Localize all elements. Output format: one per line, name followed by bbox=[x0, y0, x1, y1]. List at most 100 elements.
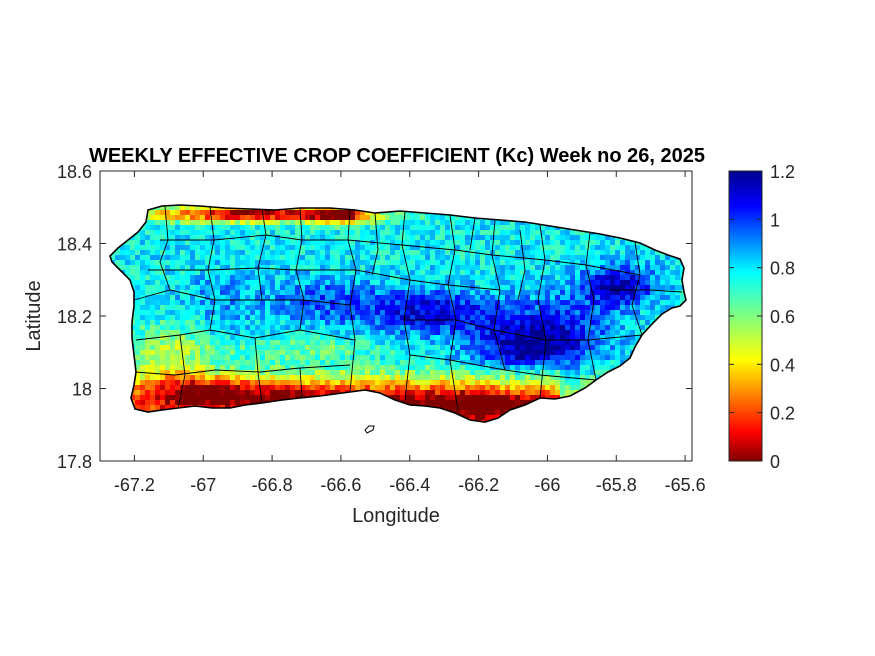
kc-cell bbox=[560, 370, 566, 376]
kc-cell bbox=[260, 250, 266, 256]
kc-cell bbox=[230, 335, 236, 341]
kc-cell bbox=[480, 340, 486, 346]
kc-cell bbox=[535, 355, 541, 361]
kc-cell bbox=[305, 320, 311, 326]
kc-cell bbox=[365, 210, 371, 216]
kc-cell bbox=[460, 400, 466, 406]
kc-cell bbox=[500, 225, 506, 231]
kc-cell bbox=[160, 235, 166, 241]
kc-cell bbox=[350, 230, 356, 236]
kc-cell bbox=[175, 270, 181, 276]
kc-cell bbox=[150, 330, 156, 336]
kc-cell bbox=[150, 280, 156, 286]
kc-cell bbox=[150, 340, 156, 346]
kc-cell bbox=[570, 330, 576, 336]
kc-cell bbox=[365, 355, 371, 361]
kc-cell bbox=[630, 320, 636, 326]
kc-cell bbox=[190, 270, 196, 276]
kc-cell bbox=[555, 310, 561, 316]
kc-cell bbox=[385, 355, 391, 361]
kc-cell bbox=[280, 360, 286, 366]
kc-cell bbox=[470, 395, 476, 401]
kc-cell bbox=[365, 335, 371, 341]
kc-cell bbox=[160, 290, 166, 296]
kc-cell bbox=[610, 255, 616, 261]
kc-cell bbox=[500, 260, 506, 266]
kc-cell bbox=[555, 335, 561, 341]
kc-cell bbox=[140, 395, 146, 401]
kc-cell bbox=[375, 345, 381, 351]
kc-cell bbox=[630, 275, 636, 281]
kc-cell bbox=[225, 210, 231, 216]
kc-cell bbox=[465, 350, 471, 356]
kc-cell bbox=[265, 290, 271, 296]
kc-cell bbox=[265, 255, 271, 261]
kc-cell bbox=[440, 350, 446, 356]
kc-cell bbox=[615, 355, 621, 361]
kc-cell bbox=[510, 390, 516, 396]
kc-cell bbox=[450, 215, 456, 221]
kc-cell bbox=[505, 300, 511, 306]
kc-cell bbox=[195, 230, 201, 236]
kc-cell bbox=[615, 330, 621, 336]
kc-cell bbox=[555, 375, 561, 381]
kc-cell bbox=[405, 355, 411, 361]
kc-cell bbox=[580, 275, 586, 281]
kc-cell bbox=[525, 280, 531, 286]
kc-cell bbox=[520, 290, 526, 296]
kc-cell bbox=[455, 380, 461, 386]
kc-cell bbox=[325, 255, 331, 261]
kc-cell bbox=[150, 405, 156, 411]
kc-cell bbox=[470, 375, 476, 381]
kc-cell bbox=[650, 295, 656, 301]
kc-cell bbox=[560, 235, 566, 241]
kc-cell bbox=[155, 280, 161, 286]
kc-cell bbox=[655, 285, 661, 291]
kc-cell bbox=[145, 215, 151, 221]
kc-cell bbox=[495, 350, 501, 356]
kc-cell bbox=[515, 370, 521, 376]
kc-cell bbox=[195, 225, 201, 231]
kc-cell bbox=[500, 240, 506, 246]
kc-cell bbox=[270, 355, 276, 361]
kc-cell bbox=[495, 220, 501, 226]
kc-cell bbox=[195, 360, 201, 366]
kc-cell bbox=[175, 395, 181, 401]
kc-cell bbox=[495, 295, 501, 301]
kc-cell bbox=[580, 270, 586, 276]
kc-cell bbox=[450, 345, 456, 351]
kc-cell bbox=[295, 280, 301, 286]
kc-cell bbox=[250, 245, 256, 251]
kc-cell bbox=[555, 340, 561, 346]
kc-cell bbox=[205, 365, 211, 371]
kc-cell bbox=[215, 355, 221, 361]
kc-cell bbox=[540, 300, 546, 306]
kc-cell bbox=[260, 315, 266, 321]
kc-cell bbox=[365, 310, 371, 316]
kc-cell bbox=[455, 245, 461, 251]
kc-cell bbox=[580, 265, 586, 271]
kc-cell bbox=[385, 290, 391, 296]
kc-cell bbox=[500, 405, 506, 411]
kc-cell bbox=[500, 315, 506, 321]
kc-cell bbox=[595, 365, 601, 371]
kc-cell bbox=[390, 270, 396, 276]
kc-cell bbox=[265, 350, 271, 356]
kc-cell bbox=[200, 380, 206, 386]
kc-cell bbox=[535, 330, 541, 336]
kc-cell bbox=[340, 215, 346, 221]
kc-cell bbox=[375, 370, 381, 376]
kc-cell bbox=[485, 260, 491, 266]
kc-cell bbox=[580, 330, 586, 336]
kc-cell bbox=[515, 330, 521, 336]
kc-cell bbox=[490, 295, 496, 301]
kc-cell bbox=[485, 355, 491, 361]
kc-cell bbox=[400, 345, 406, 351]
kc-cell bbox=[175, 290, 181, 296]
kc-cell bbox=[570, 270, 576, 276]
kc-cell bbox=[665, 305, 671, 311]
kc-cell bbox=[520, 300, 526, 306]
kc-cell bbox=[550, 380, 556, 386]
kc-cell bbox=[515, 295, 521, 301]
kc-cell bbox=[490, 345, 496, 351]
